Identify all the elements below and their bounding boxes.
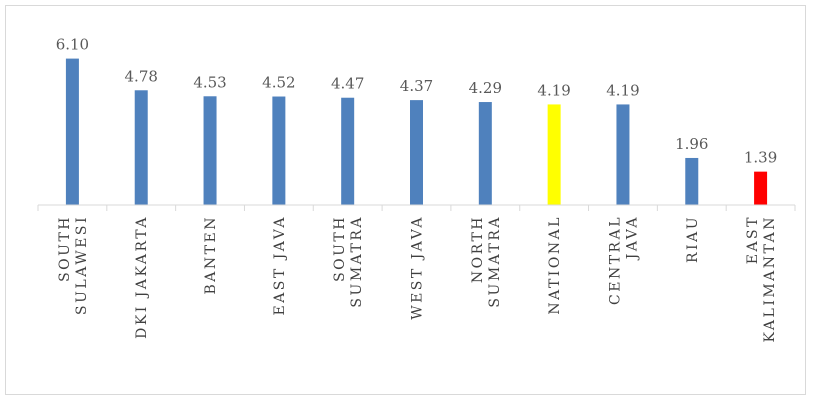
category-label: CENTRAL bbox=[607, 215, 623, 305]
category-label: SOUTH bbox=[332, 215, 348, 282]
category-label: NORTH bbox=[470, 215, 486, 283]
bar bbox=[134, 90, 148, 205]
data-label: 1.96 bbox=[675, 135, 708, 153]
category-label: BANTEN bbox=[203, 215, 219, 294]
bar bbox=[616, 104, 630, 205]
bar bbox=[203, 96, 217, 205]
data-label: 4.53 bbox=[193, 73, 226, 91]
data-label: 4.78 bbox=[125, 67, 158, 85]
data-label: 4.19 bbox=[606, 81, 639, 99]
category-label: DKI JAKARTA bbox=[134, 215, 150, 339]
category-label: EAST JAVA bbox=[272, 215, 288, 316]
data-label: 6.10 bbox=[56, 36, 89, 54]
data-label: 4.19 bbox=[537, 81, 570, 99]
data-label: 1.39 bbox=[744, 149, 777, 167]
bar bbox=[272, 96, 286, 205]
category-label: SOUTH bbox=[57, 215, 73, 282]
data-label: 4.47 bbox=[331, 75, 364, 93]
category-label: SULAWESI bbox=[74, 215, 90, 315]
category-label: RIAU bbox=[685, 215, 701, 263]
data-label: 4.52 bbox=[262, 74, 295, 92]
category-label: NATIONAL bbox=[547, 215, 563, 315]
category-label: JAVA bbox=[624, 215, 640, 261]
bar bbox=[65, 58, 79, 205]
data-label: 4.37 bbox=[400, 77, 433, 95]
category-label: EAST bbox=[745, 215, 761, 264]
category-label: SUMATRA bbox=[487, 215, 503, 308]
bar bbox=[547, 104, 561, 205]
data-label: 4.29 bbox=[469, 79, 502, 97]
bar bbox=[754, 171, 768, 205]
bar bbox=[410, 100, 423, 205]
bar bbox=[685, 157, 699, 205]
category-label: SUMATRA bbox=[349, 215, 365, 308]
bar bbox=[341, 97, 355, 205]
category-label: KALIMANTAN bbox=[762, 215, 778, 342]
category-label: WEST JAVA bbox=[410, 215, 426, 320]
bar bbox=[478, 102, 492, 205]
